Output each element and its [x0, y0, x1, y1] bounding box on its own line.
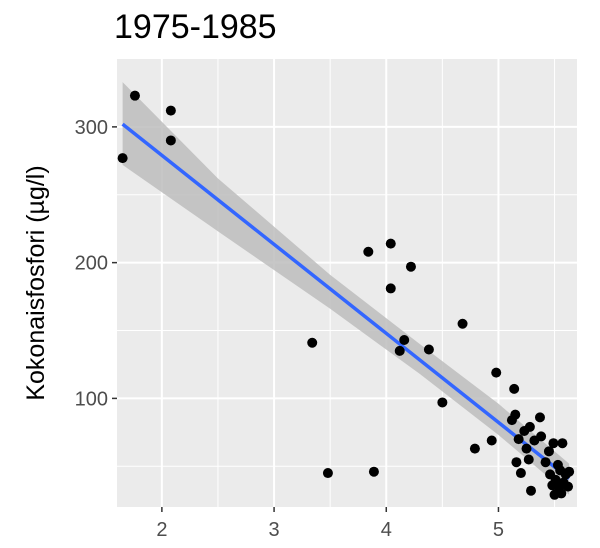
- x-tick-label: 4: [381, 519, 392, 541]
- data-point: [165, 105, 176, 116]
- data-point: [394, 345, 405, 356]
- points-layer: [117, 90, 575, 500]
- data-point: [536, 431, 547, 442]
- chart-title: 1975-1985: [114, 8, 277, 46]
- data-point: [556, 488, 567, 499]
- data-point: [563, 481, 574, 492]
- y-tick-label: 100: [75, 388, 108, 410]
- x-axis: 2 3 4 5: [156, 507, 504, 541]
- data-point: [385, 238, 396, 249]
- data-point: [307, 337, 318, 348]
- data-point: [399, 335, 410, 346]
- x-tick-label: 2: [156, 519, 167, 541]
- data-point: [513, 434, 524, 445]
- data-point: [129, 90, 140, 101]
- regression-line: [121, 122, 571, 480]
- data-point: [526, 485, 536, 496]
- data-point: [457, 318, 468, 329]
- data-point: [117, 153, 128, 164]
- data-point: [368, 466, 379, 477]
- y-tick-label: 300: [75, 117, 108, 139]
- data-point: [540, 457, 551, 468]
- data-point: [437, 397, 448, 408]
- data-point: [385, 283, 396, 294]
- data-point: [322, 468, 333, 479]
- x-tick-label: 3: [269, 519, 280, 541]
- data-point: [534, 412, 545, 423]
- data-point: [548, 438, 559, 449]
- data-point: [423, 344, 434, 355]
- data-point: [515, 468, 526, 479]
- y-axis: 100 200 300: [75, 117, 117, 410]
- data-point: [511, 457, 522, 468]
- data-point: [543, 446, 554, 457]
- data-point: [524, 421, 535, 432]
- data-point: [469, 443, 480, 454]
- x-tick-label: 5: [493, 519, 504, 541]
- data-point: [564, 466, 575, 477]
- y-tick-label: 200: [75, 253, 108, 275]
- data-point: [363, 246, 374, 257]
- data-point: [486, 435, 497, 446]
- data-point: [510, 409, 521, 420]
- data-point: [405, 261, 416, 272]
- data-point: [523, 454, 534, 465]
- data-point: [509, 383, 520, 394]
- minor-gridlines: [117, 59, 577, 507]
- data-point: [165, 135, 176, 146]
- y-axis-title: Kokonaisfosfori (µg/l): [22, 165, 50, 400]
- data-point: [557, 438, 568, 449]
- fit-line-layer: [121, 122, 571, 480]
- data-point: [521, 443, 532, 454]
- data-point: [491, 367, 502, 378]
- data-point: [550, 474, 561, 485]
